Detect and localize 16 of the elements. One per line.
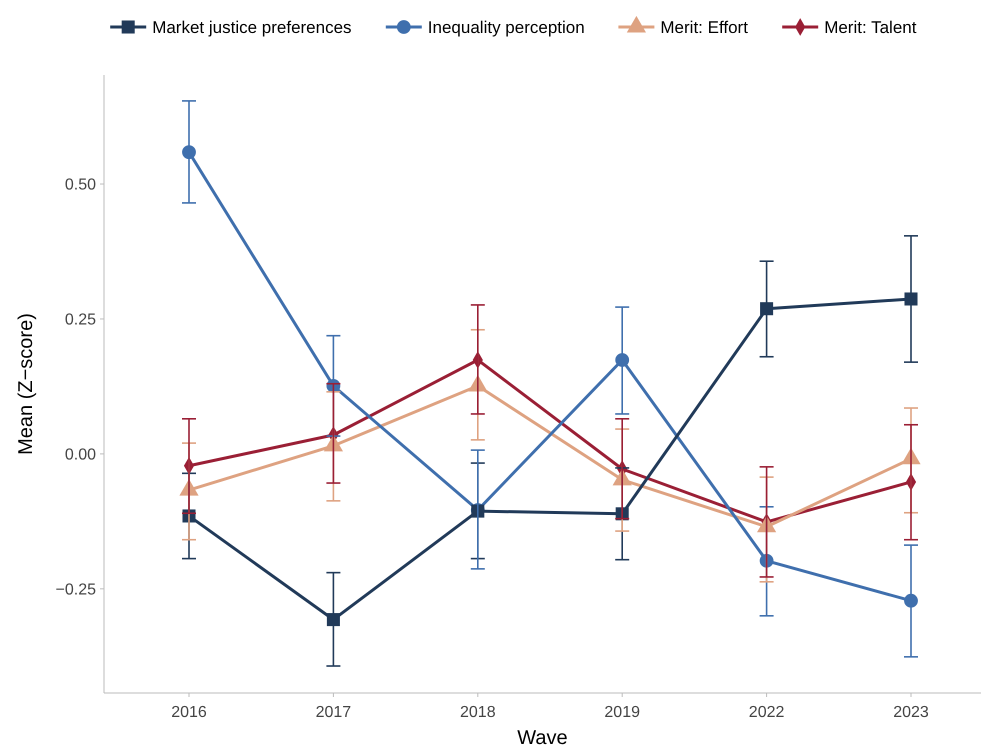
- legend-label: Merit: Talent: [824, 18, 917, 37]
- y-tick-label: 0.50: [64, 176, 96, 194]
- legend-label: Inequality perception: [428, 18, 585, 37]
- y-axis-title: Mean (Z−score): [15, 313, 37, 455]
- y-tick-label: 0.00: [64, 446, 96, 464]
- y-tick-label: 0.25: [64, 312, 96, 329]
- x-tick-label: 2022: [748, 704, 784, 721]
- legend-label: Merit: Effort: [660, 18, 748, 37]
- y-tick-label: −0.25: [56, 581, 96, 598]
- x-tick-label: 2018: [460, 704, 496, 721]
- legend-label: Market justice preferences: [152, 18, 352, 37]
- x-tick-label: 2017: [316, 704, 352, 721]
- x-tick-label: 2016: [171, 704, 207, 721]
- x-tick-label: 2019: [604, 704, 640, 721]
- x-tick-label: 2023: [893, 704, 929, 721]
- x-axis-title: Wave: [517, 727, 568, 749]
